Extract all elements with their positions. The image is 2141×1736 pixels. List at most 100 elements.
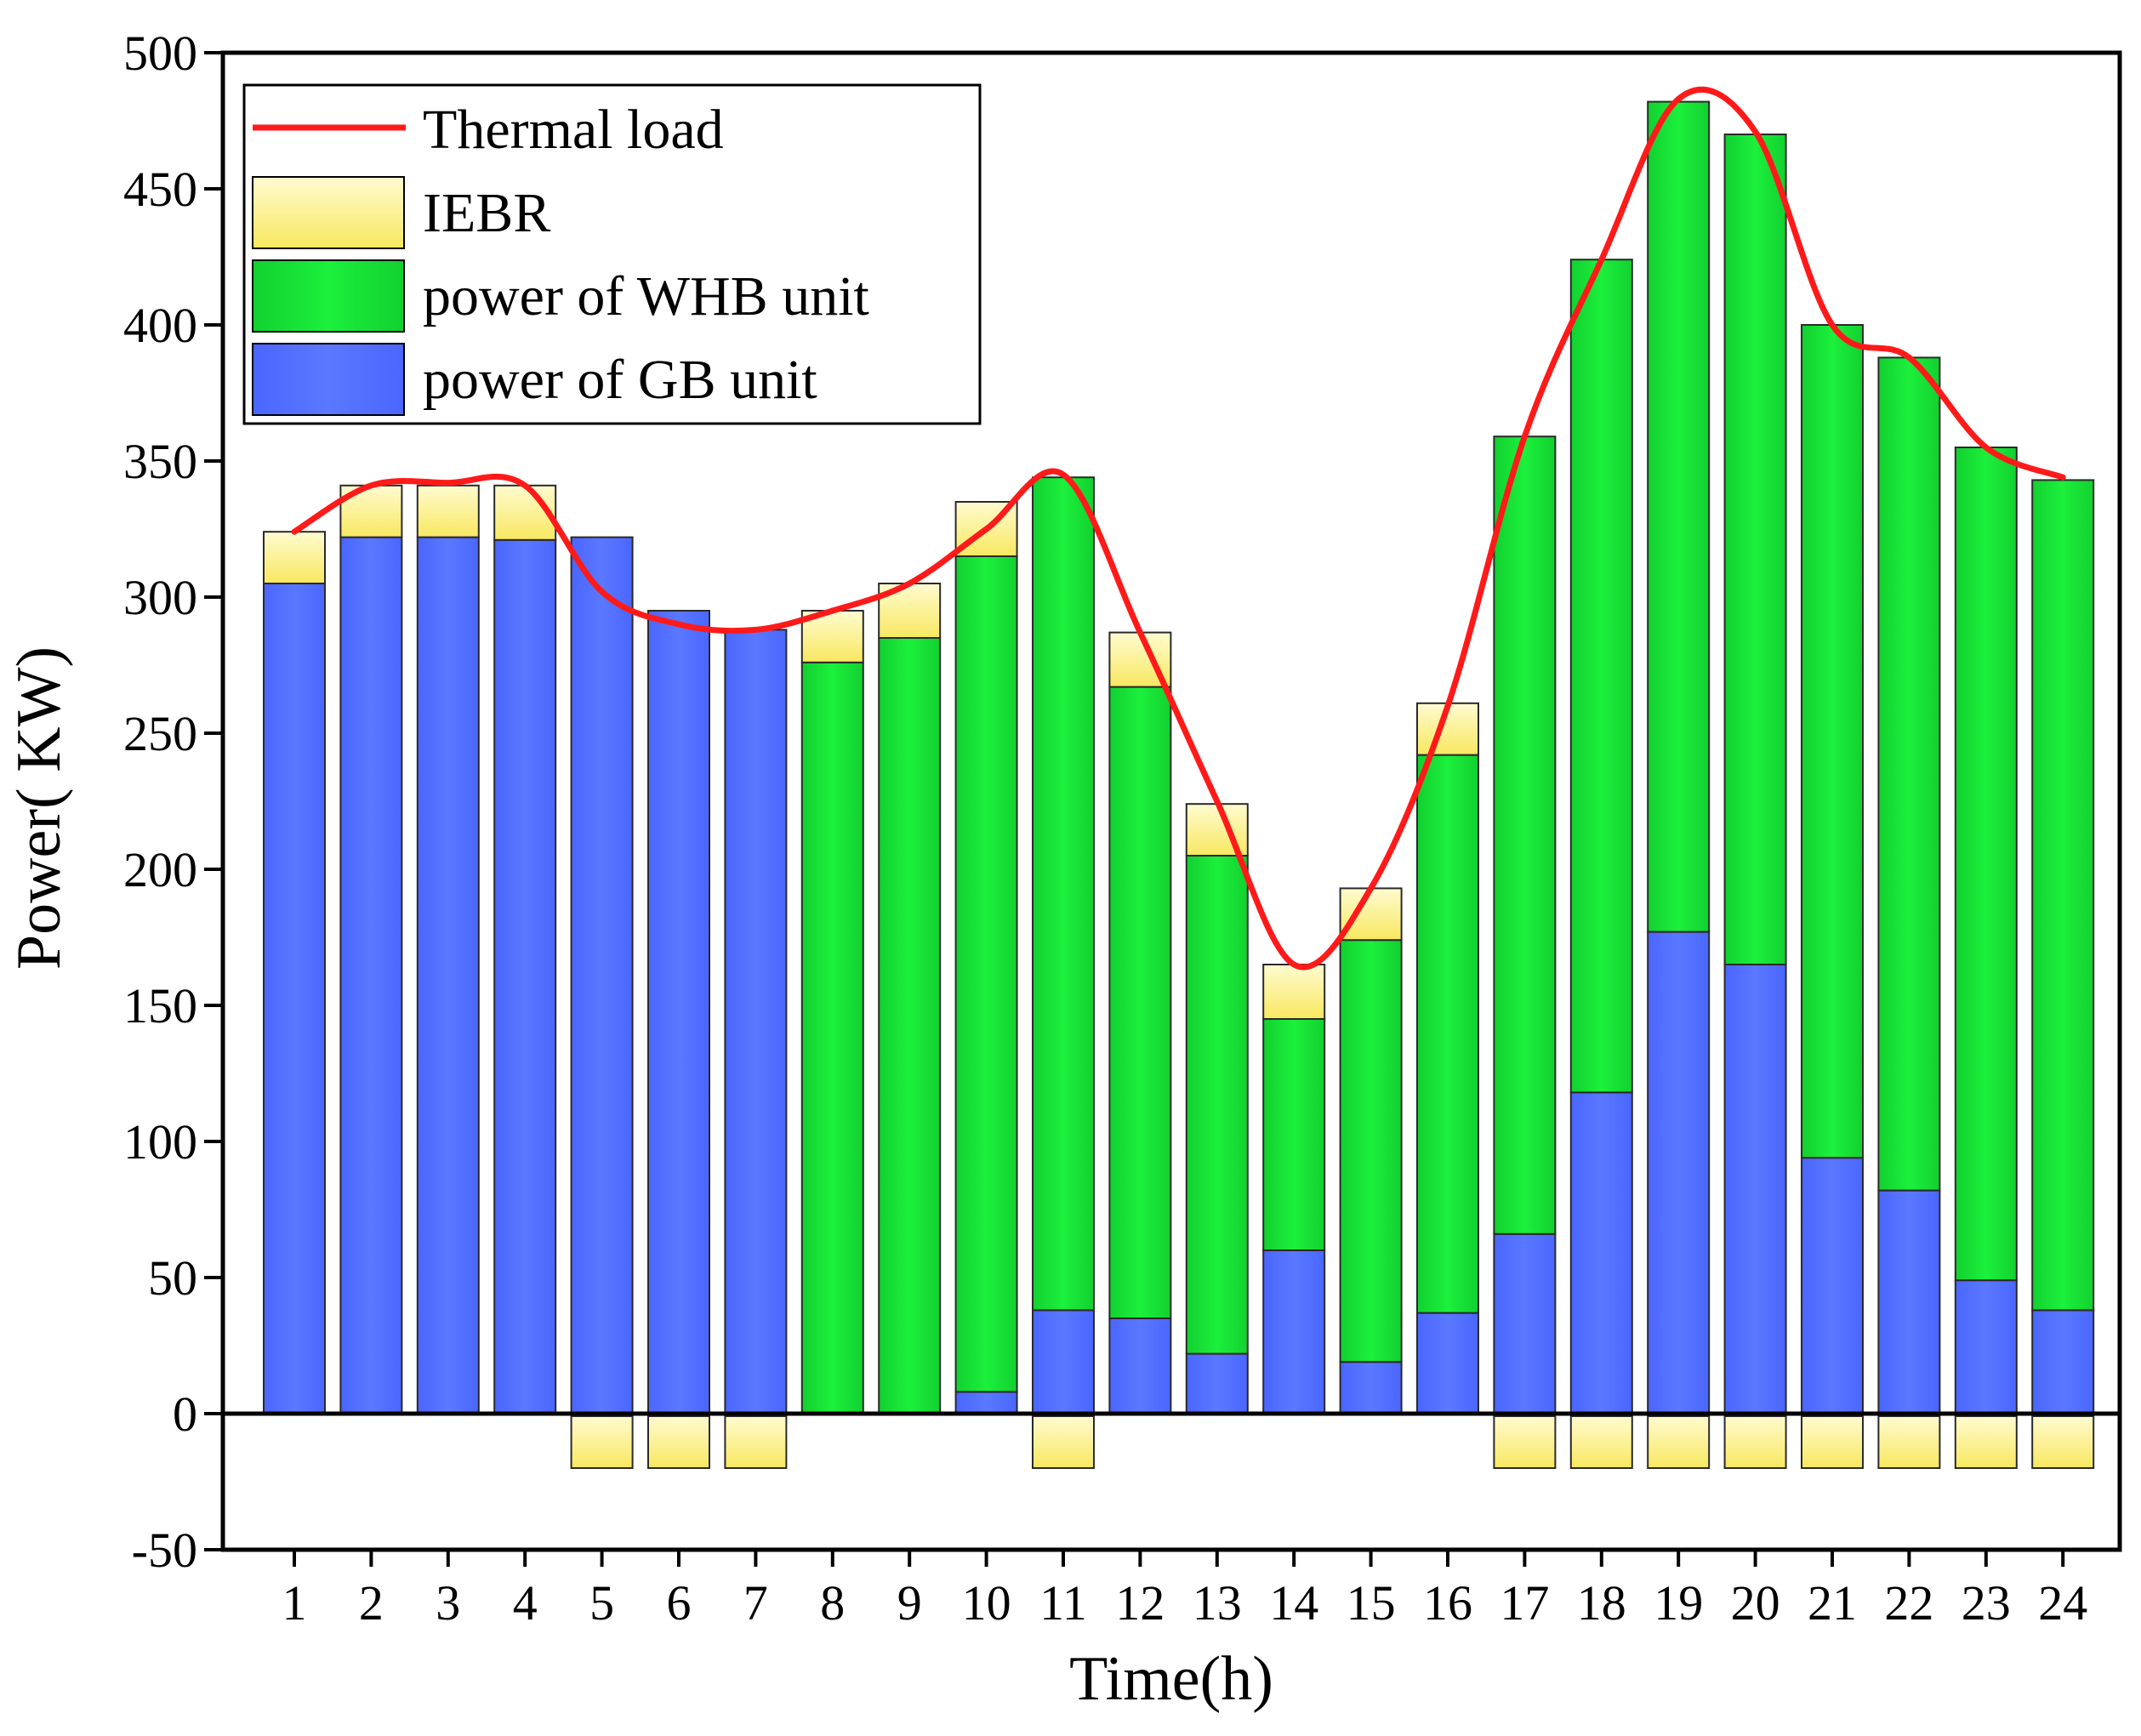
y-tick-label: 150 xyxy=(123,978,197,1033)
legend-swatch-iebr xyxy=(252,176,405,249)
bar-gb-18 xyxy=(1569,1091,1633,1415)
bar-iebr-14 xyxy=(1262,964,1326,1020)
bar-iebr-24 xyxy=(2031,1415,2095,1469)
legend-label-whb: power of WHB unit xyxy=(423,265,869,327)
bar-gb-2 xyxy=(339,536,403,1414)
x-tick-label: 20 xyxy=(1731,1575,1780,1631)
bar-gb-5 xyxy=(570,536,634,1414)
x-tick-label: 8 xyxy=(820,1575,845,1631)
bar-iebr-1 xyxy=(263,531,326,585)
bar-iebr-18 xyxy=(1569,1415,1633,1469)
bar-gb-10 xyxy=(954,1391,1018,1415)
bar-gb-19 xyxy=(1647,931,1711,1414)
legend: Thermal load IEBR power of WHB unit powe… xyxy=(242,83,982,425)
bar-whb-13 xyxy=(1185,855,1249,1355)
legend-label-iebr: IEBR xyxy=(423,182,550,244)
bar-gb-21 xyxy=(1801,1157,1864,1414)
y-tick-label: 50 xyxy=(148,1250,197,1306)
x-tick-label: 14 xyxy=(1269,1575,1318,1631)
plot-frame xyxy=(220,50,2122,1552)
thermal-load-line xyxy=(291,86,2066,970)
bar-gb-11 xyxy=(1032,1309,1095,1415)
bar-whb-24 xyxy=(2031,479,2095,1312)
y-axis-ticks: -50 0 50 100 150 200 250 300 350 400 450 500 xyxy=(123,26,223,1578)
y-tick-label: 350 xyxy=(123,434,197,489)
bar-gb-15 xyxy=(1339,1361,1403,1414)
bar-whb-9 xyxy=(878,637,942,1414)
bar-iebr-20 xyxy=(1723,1415,1787,1469)
bar-iebr-15 xyxy=(1339,887,1403,942)
bars-group xyxy=(263,100,2095,1469)
thermal-load-line-group xyxy=(291,86,2066,970)
x-tick-label: 3 xyxy=(436,1575,460,1631)
x-tick-label: 16 xyxy=(1423,1575,1472,1631)
bar-iebr-3 xyxy=(416,484,480,538)
x-tick-label: 13 xyxy=(1193,1575,1242,1631)
bar-whb-8 xyxy=(800,661,864,1414)
bar-gb-23 xyxy=(1954,1279,2018,1414)
x-tick-label: 24 xyxy=(2038,1575,2087,1631)
bar-gb-12 xyxy=(1108,1318,1172,1414)
bar-whb-14 xyxy=(1262,1018,1326,1251)
bar-whb-23 xyxy=(1954,447,2018,1282)
y-tick-label: 450 xyxy=(123,162,197,217)
y-tick-label: 300 xyxy=(123,570,197,625)
x-tick-label: 12 xyxy=(1115,1575,1164,1631)
x-axis-title: Time(h) xyxy=(1069,1644,1273,1714)
bar-whb-15 xyxy=(1339,939,1403,1363)
bar-whb-22 xyxy=(1877,356,1941,1192)
bar-iebr-21 xyxy=(1801,1415,1864,1469)
bar-gb-24 xyxy=(2031,1309,2095,1415)
bar-gb-13 xyxy=(1185,1352,1249,1414)
bar-iebr-22 xyxy=(1877,1415,1941,1469)
bar-gb-7 xyxy=(724,629,788,1414)
bar-whb-19 xyxy=(1647,100,1711,933)
x-tick-label: 4 xyxy=(513,1575,538,1631)
bar-gb-1 xyxy=(263,583,326,1414)
x-tick-label: 17 xyxy=(1500,1575,1549,1631)
y-tick-label: 100 xyxy=(123,1114,197,1170)
x-tick-label: 15 xyxy=(1347,1575,1396,1631)
x-tick-label: 18 xyxy=(1577,1575,1626,1631)
y-tick-label: 500 xyxy=(123,26,197,81)
bar-gb-3 xyxy=(416,536,480,1414)
bar-whb-10 xyxy=(954,555,1018,1393)
x-tick-label: 23 xyxy=(1962,1575,2011,1631)
legend-label-thermal-load: Thermal load xyxy=(423,99,724,161)
bar-whb-11 xyxy=(1032,476,1095,1312)
legend-label-gb: power of GB unit xyxy=(423,349,817,411)
bar-gb-4 xyxy=(493,538,557,1414)
bar-whb-20 xyxy=(1723,134,1787,965)
bar-iebr-5 xyxy=(570,1415,634,1469)
bar-iebr-6 xyxy=(647,1415,710,1469)
bar-gb-20 xyxy=(1723,964,1787,1414)
bar-whb-21 xyxy=(1801,324,1864,1159)
y-tick-label: 200 xyxy=(123,842,197,897)
x-tick-label: 2 xyxy=(359,1575,384,1631)
bar-whb-18 xyxy=(1569,259,1633,1094)
y-tick-label: 250 xyxy=(123,706,197,761)
legend-swatch-whb xyxy=(252,259,405,333)
x-tick-label: 6 xyxy=(667,1575,692,1631)
bar-iebr-19 xyxy=(1647,1415,1711,1469)
bar-iebr-17 xyxy=(1493,1415,1557,1469)
bar-gb-16 xyxy=(1416,1312,1479,1414)
x-tick-label: 9 xyxy=(897,1575,922,1631)
bar-iebr-7 xyxy=(724,1415,788,1469)
legend-swatch-gb xyxy=(252,343,405,416)
bar-whb-16 xyxy=(1416,754,1479,1314)
x-tick-label: 19 xyxy=(1654,1575,1703,1631)
x-tick-label: 1 xyxy=(282,1575,307,1631)
bar-gb-14 xyxy=(1262,1249,1326,1414)
y-tick-label: 0 xyxy=(173,1386,197,1442)
x-tick-label: 10 xyxy=(962,1575,1011,1631)
y-tick-label: 400 xyxy=(123,298,197,353)
x-tick-label: 22 xyxy=(1884,1575,1933,1631)
bar-iebr-11 xyxy=(1032,1415,1095,1469)
bar-gb-17 xyxy=(1493,1232,1557,1415)
bar-whb-17 xyxy=(1493,435,1557,1235)
bar-gb-22 xyxy=(1877,1189,1941,1414)
x-tick-label: 5 xyxy=(589,1575,614,1631)
x-tick-label: 11 xyxy=(1039,1575,1087,1631)
